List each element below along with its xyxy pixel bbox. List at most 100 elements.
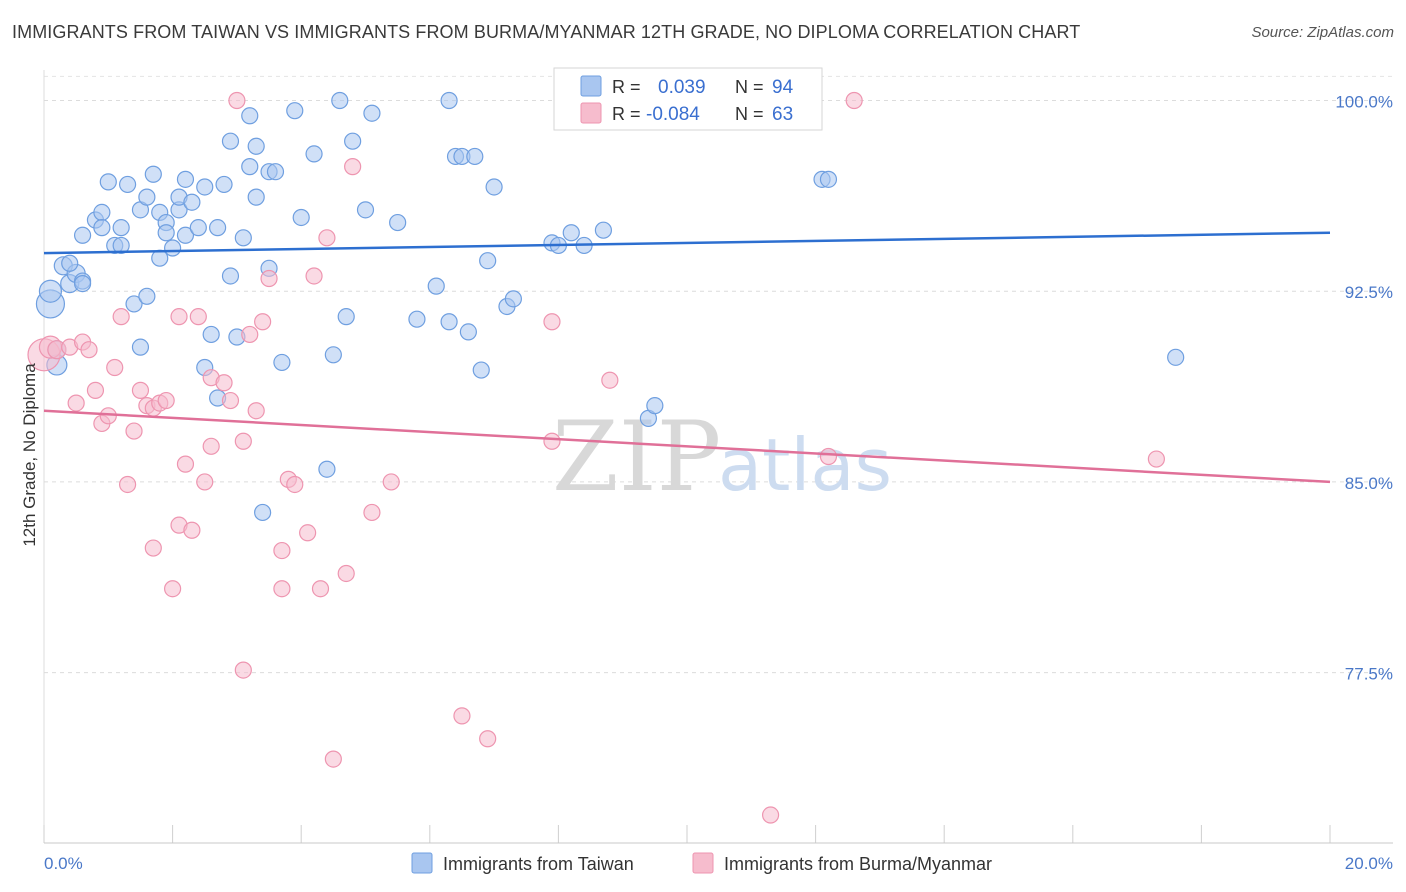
y-tick-label: 92.5%: [1345, 283, 1393, 302]
burma-point: [1147, 450, 1165, 468]
burma-point: [183, 521, 201, 539]
legend-r-label-burma: R =: [612, 104, 641, 124]
y-axis-label: 12th Grade, No Diploma: [20, 363, 39, 547]
taiwan-point: [356, 201, 375, 219]
burma-point: [157, 391, 175, 410]
burma-points: [27, 91, 1165, 824]
burma-point: [247, 402, 265, 420]
burma-point: [299, 524, 317, 542]
burma-point: [241, 325, 259, 344]
burma-point: [601, 371, 619, 389]
taiwan-point: [61, 254, 79, 272]
taiwan-point: [472, 361, 490, 379]
burma-point: [228, 91, 246, 110]
taiwan-point: [254, 503, 272, 522]
burma-point: [221, 391, 240, 410]
taiwan-point: [594, 221, 613, 239]
series-legend-label-burma: Immigrants from Burma/Myanmar: [724, 854, 992, 874]
burma-point: [131, 381, 150, 399]
burma-point: [254, 313, 272, 331]
correlation-legend: R = 0.039 N = 94 R = -0.084 N = 63: [553, 67, 823, 131]
taiwan-point: [363, 104, 381, 122]
taiwan-point: [202, 325, 220, 344]
taiwan-point: [504, 290, 522, 308]
burma-point: [305, 267, 323, 285]
taiwan-point: [427, 277, 445, 295]
burma-point: [106, 358, 124, 377]
y-tick-labels: 77.5% 85.0% 92.5% 100.0%: [1335, 93, 1393, 684]
taiwan-point: [73, 274, 92, 293]
burma-point: [324, 750, 342, 768]
burma-point: [479, 730, 497, 748]
burma-point: [761, 806, 780, 824]
x-tick-label-max: 20.0%: [1345, 854, 1393, 873]
burma-point: [189, 308, 207, 326]
burma-point: [344, 158, 362, 176]
taiwan-point: [337, 308, 355, 326]
legend-r-value-burma: -0.084: [646, 104, 700, 125]
taiwan-point: [459, 323, 477, 341]
burma-point: [196, 473, 214, 491]
taiwan-point: [292, 208, 310, 227]
y-tick-label: 77.5%: [1345, 665, 1393, 684]
legend-swatch-burma: [580, 102, 602, 124]
taiwan-point: [38, 279, 63, 303]
taiwan-point: [466, 147, 484, 166]
taiwan-point: [1167, 348, 1185, 366]
taiwan-point: [479, 252, 497, 270]
series-legend-swatch-taiwan: [411, 852, 433, 874]
taiwan-point: [93, 203, 111, 221]
burma-point: [819, 447, 838, 466]
taiwan-point: [196, 178, 214, 196]
taiwan-points: [35, 91, 1185, 522]
taiwan-point: [241, 107, 259, 125]
taiwan-point: [164, 239, 182, 257]
burma-point: [215, 374, 233, 392]
series-legend-swatch-burma: [692, 852, 714, 874]
taiwan-point: [183, 193, 201, 211]
watermark-atlas: atlas: [718, 423, 892, 507]
burma-point: [112, 308, 130, 326]
taiwan-point: [286, 102, 304, 120]
burma-point: [67, 394, 85, 412]
taiwan-point: [389, 213, 407, 232]
taiwan-point: [344, 132, 362, 150]
taiwan-point: [99, 173, 117, 191]
taiwan-point: [247, 188, 265, 206]
legend-r-value-taiwan: 0.039: [658, 77, 706, 98]
burma-point: [234, 661, 252, 679]
burma-trend-line: [43, 409, 1331, 484]
legend-n-value-taiwan: 94: [772, 77, 794, 98]
burma-point: [144, 539, 162, 557]
taiwan-point: [118, 175, 137, 194]
source-label: Source: ZipAtlas.com: [1251, 24, 1394, 41]
burma-point: [286, 475, 304, 494]
burma-point: [260, 269, 278, 288]
burma-point: [118, 475, 137, 494]
burma-point: [453, 707, 471, 725]
legend-n-label-taiwan: N =: [735, 77, 764, 97]
burma-point: [311, 580, 330, 598]
y-tick-label: 85.0%: [1345, 474, 1393, 493]
taiwan-point: [112, 219, 130, 237]
taiwan-point: [176, 226, 195, 244]
burma-point: [363, 503, 381, 522]
taiwan-point: [318, 460, 336, 478]
x-tick-label-min: 0.0%: [44, 854, 83, 873]
y-tick-label: 100.0%: [1335, 93, 1393, 112]
taiwan-point: [138, 188, 156, 206]
taiwan-point: [131, 338, 150, 356]
burma-point: [543, 313, 561, 331]
taiwan-point: [234, 229, 252, 247]
burma-point: [382, 473, 400, 491]
burma-point: [170, 308, 188, 326]
taiwan-point: [331, 91, 349, 110]
legend-n-value-burma: 63: [772, 104, 793, 125]
burma-point: [337, 564, 355, 583]
taiwan-point: [209, 219, 227, 237]
burma-point: [164, 580, 182, 598]
taiwan-point: [215, 175, 233, 194]
chart-title: IMMIGRANTS FROM TAIWAN VS IMMIGRANTS FRO…: [12, 22, 1081, 42]
taiwan-point: [189, 219, 207, 237]
